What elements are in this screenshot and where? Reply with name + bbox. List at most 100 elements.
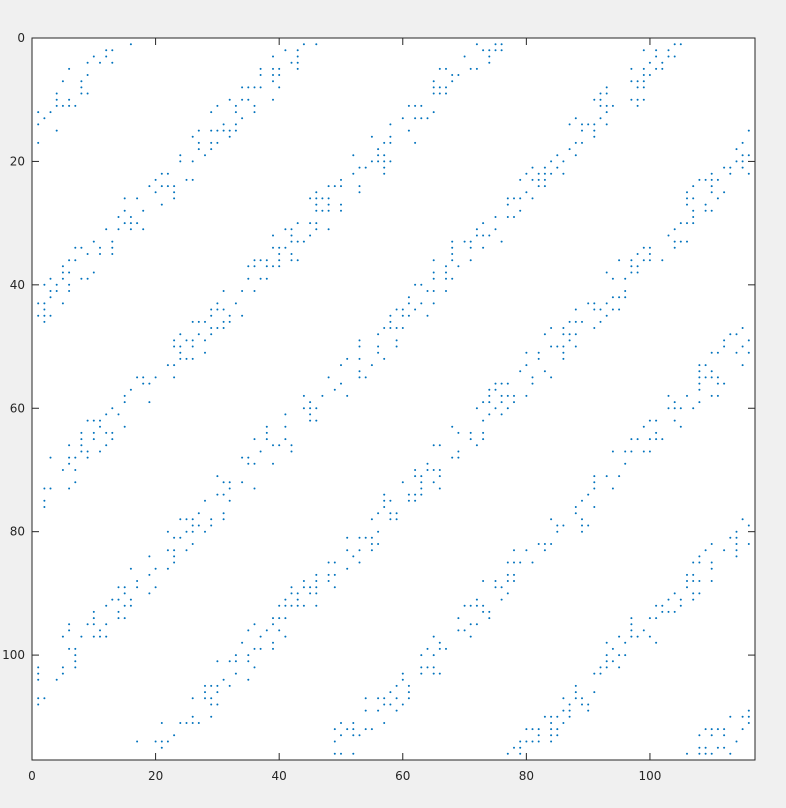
data-point [420, 672, 423, 675]
data-point [111, 598, 114, 601]
data-point [655, 641, 658, 644]
data-point [716, 178, 719, 181]
data-point [259, 647, 262, 650]
data-point [605, 641, 608, 644]
data-point [451, 246, 454, 249]
data-point [92, 438, 95, 441]
data-point [747, 722, 750, 724]
data-point [216, 104, 219, 107]
data-point [234, 302, 237, 305]
data-point [123, 617, 126, 620]
data-point [537, 728, 540, 731]
data-point [692, 209, 695, 212]
data-point [383, 160, 386, 163]
data-point [191, 722, 194, 724]
data-point [494, 382, 497, 385]
data-point [61, 302, 64, 305]
data-point [438, 641, 441, 644]
data-point [475, 234, 478, 237]
data-point [74, 259, 77, 262]
data-point [716, 197, 719, 200]
data-point [302, 240, 305, 243]
data-point [309, 419, 312, 422]
data-point [86, 450, 89, 453]
data-point [92, 55, 95, 58]
data-point [68, 647, 71, 650]
data-point [723, 191, 726, 194]
data-point [642, 450, 645, 453]
data-point [692, 197, 695, 200]
data-point [352, 154, 355, 157]
data-point [216, 308, 219, 311]
data-point [630, 623, 633, 626]
data-point [686, 573, 688, 576]
data-point [80, 92, 83, 95]
data-point [241, 314, 244, 317]
data-point [68, 271, 71, 274]
data-point [222, 320, 225, 323]
data-point [290, 228, 293, 231]
data-point [475, 604, 478, 607]
data-point [222, 512, 225, 515]
data-point [92, 419, 95, 422]
data-point [655, 419, 658, 422]
data-point [642, 86, 645, 89]
data-point [475, 598, 478, 601]
data-point [605, 111, 608, 114]
data-point [315, 228, 318, 231]
data-point [55, 283, 58, 286]
data-point [272, 647, 274, 650]
data-point [593, 123, 596, 126]
data-point [284, 425, 287, 428]
data-point [426, 117, 429, 120]
data-point [296, 598, 299, 601]
data-point [370, 543, 373, 545]
data-point [587, 709, 590, 712]
data-point [210, 333, 213, 336]
data-point [333, 728, 336, 731]
data-point [129, 567, 132, 570]
data-point [401, 678, 404, 681]
data-point [599, 117, 602, 120]
data-point [216, 691, 219, 694]
data-point [204, 499, 206, 502]
data-point [407, 314, 410, 317]
data-point [358, 191, 361, 194]
data-point [482, 234, 485, 237]
data-point [377, 351, 380, 354]
data-point [513, 549, 515, 552]
data-point [729, 752, 732, 755]
data-point [414, 141, 417, 144]
data-point [445, 92, 447, 95]
data-point [648, 617, 651, 620]
data-point [284, 617, 287, 620]
data-point [655, 67, 658, 70]
data-point [37, 666, 40, 669]
data-point [581, 524, 583, 527]
data-point [191, 357, 194, 360]
data-point [154, 178, 157, 181]
data-point [160, 740, 163, 743]
data-point [710, 580, 713, 582]
data-point [55, 98, 58, 101]
data-point [438, 92, 441, 95]
data-point [482, 401, 485, 404]
data-point [611, 104, 614, 107]
data-point [655, 49, 658, 52]
data-point [543, 549, 546, 552]
data-point [741, 715, 744, 718]
data-point [389, 703, 392, 706]
data-point [383, 499, 386, 502]
data-point [154, 376, 157, 379]
data-point [241, 641, 244, 644]
data-point [309, 592, 312, 595]
data-point [469, 635, 472, 638]
data-point [111, 246, 114, 249]
data-point [630, 259, 633, 262]
data-point [599, 320, 602, 323]
data-point [284, 49, 287, 52]
data-point [605, 92, 608, 95]
data-point [247, 678, 250, 681]
data-point [259, 67, 262, 70]
data-point [383, 697, 386, 700]
